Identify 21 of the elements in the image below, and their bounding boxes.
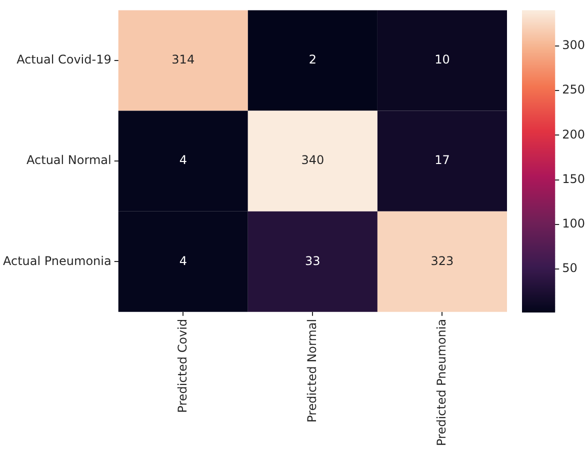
x-tick-label: Predicted Pneumonia bbox=[434, 318, 448, 446]
color-bar-label: 200 bbox=[562, 127, 585, 142]
data-label: 33 bbox=[305, 254, 320, 268]
data-label: 17 bbox=[434, 153, 450, 168]
color-bar-label: 50 bbox=[562, 261, 578, 276]
color-bar-label: 300 bbox=[562, 38, 585, 52]
x-tick-label: Predicted Normal bbox=[304, 318, 319, 422]
data-label: 4 bbox=[179, 254, 187, 268]
x-tick-label: Predicted Covid bbox=[175, 318, 190, 413]
y-tick-label: Actual Normal bbox=[26, 153, 112, 168]
data-label: 4 bbox=[179, 153, 187, 168]
color-bar-label: 100 bbox=[562, 216, 585, 231]
data-label: 340 bbox=[301, 153, 324, 168]
y-tick-label: Actual Covid-19 bbox=[16, 52, 112, 67]
data-label: 323 bbox=[430, 254, 454, 268]
color-bar-label: 150 bbox=[562, 172, 585, 186]
y-tick-label: Actual Pneumonia bbox=[2, 254, 112, 268]
data-label: 10 bbox=[434, 52, 450, 67]
data-label: 2 bbox=[308, 52, 316, 67]
data-label: 314 bbox=[172, 52, 195, 67]
color-bar-label: 250 bbox=[562, 82, 585, 97]
